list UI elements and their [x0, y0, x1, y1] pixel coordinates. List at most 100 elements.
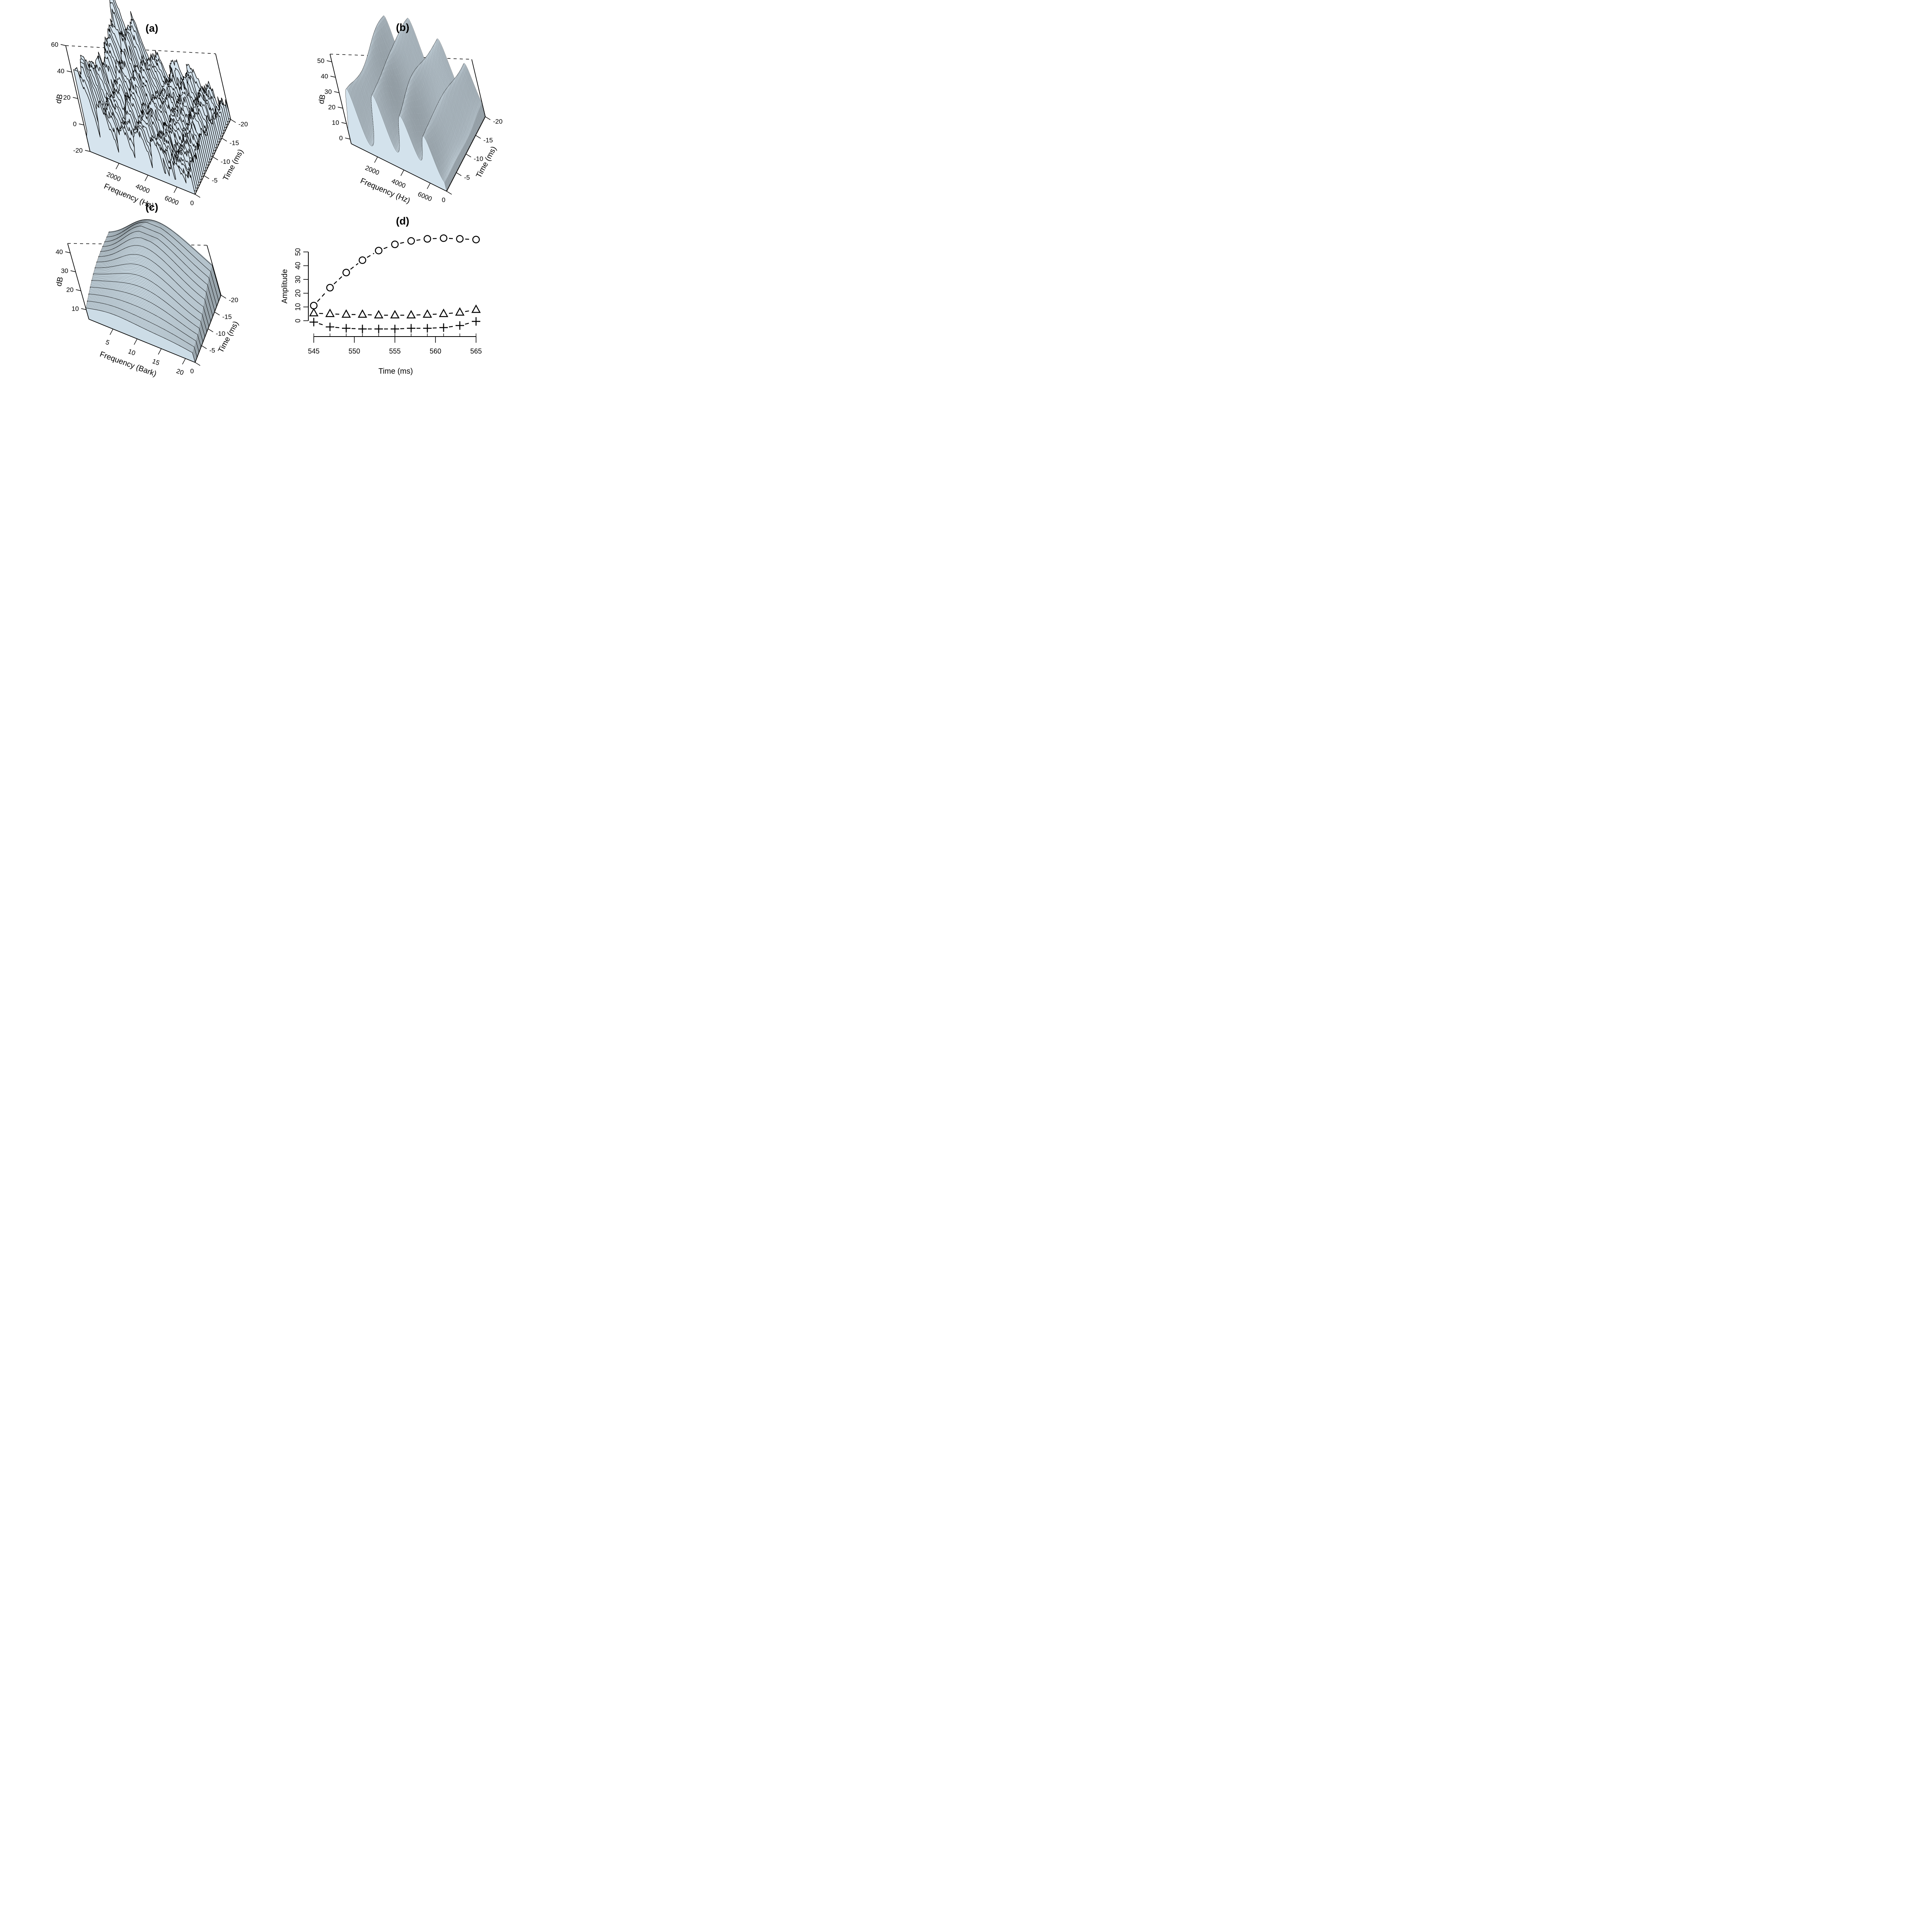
surface-c	[85, 219, 221, 363]
y-tick-label: 10	[294, 303, 302, 311]
z-tick	[85, 150, 90, 152]
z-tick	[76, 289, 81, 291]
box-right-vertical-edge	[215, 53, 231, 120]
x-tick-label: 4000	[134, 182, 151, 195]
panel-a-title: (a)	[145, 22, 158, 34]
data-point-circle	[359, 256, 366, 264]
y-tick-label: -5	[464, 174, 470, 181]
y-tick-label: -10	[221, 158, 230, 165]
y-tick	[485, 116, 491, 120]
data-point-triangle	[422, 309, 432, 318]
panel-b-title: (b)	[396, 22, 410, 33]
z-tick-label: 40	[56, 248, 63, 256]
y-tick-label: 20	[294, 289, 302, 297]
x-tick	[400, 170, 404, 176]
x-tick-label: 555	[389, 347, 401, 355]
panel-a: 60 40 20 0 -20 dB 2000 4000 6000 Frequency (Hz) -2…	[0, 0, 274, 211]
z-tick-label: -20	[73, 147, 83, 154]
x-tick-label: 4000	[390, 177, 406, 190]
series-segment	[383, 246, 390, 249]
series-segment	[449, 326, 455, 328]
panel-d-title: (d)	[396, 215, 410, 227]
surface-slice	[345, 88, 447, 192]
z-axis-label: dB	[54, 276, 65, 287]
z-tick	[70, 270, 76, 272]
x-tick	[158, 349, 162, 355]
y-tick-label: 0	[190, 367, 194, 375]
panel-c: 40 30 20 10 dB 5 10 15 20 Frequency (Bark) -20 -15-…	[0, 200, 274, 400]
series-segment	[333, 276, 343, 284]
z-tick	[66, 70, 72, 73]
x-tick	[374, 156, 378, 163]
series-segment	[432, 238, 439, 239]
z-tick	[60, 44, 66, 46]
series-segment	[335, 327, 341, 328]
y-tick	[466, 153, 471, 158]
z-tick-label: 30	[325, 88, 332, 95]
data-point-triangle	[341, 309, 351, 318]
z-tick	[65, 251, 71, 253]
z-tick-label: 30	[61, 267, 68, 275]
y-tick-label: -5	[212, 177, 218, 184]
y-tick	[208, 328, 213, 332]
z-tick-label: 0	[339, 134, 343, 142]
data-point-circle	[326, 284, 334, 292]
z-tick-label: 20	[328, 104, 335, 111]
data-point-circle	[472, 236, 480, 243]
y-tick-label: -15	[230, 139, 239, 147]
series-segment	[367, 253, 374, 258]
x-tick	[427, 183, 431, 189]
y-tick	[456, 172, 462, 176]
data-point-triangle	[390, 310, 400, 319]
data-point-triangle	[309, 308, 319, 316]
x-tick-label: 15	[151, 357, 160, 367]
box-front-left-edge	[351, 143, 447, 192]
z-tick-label: 20	[63, 94, 71, 101]
y-tick	[201, 345, 207, 349]
box-right-vertical-edge	[206, 245, 221, 296]
y-tick-label: 40	[294, 262, 302, 270]
y-tick-label: -10	[216, 330, 226, 337]
data-point-circle	[407, 237, 415, 245]
z-tick	[327, 60, 332, 62]
series-segment	[317, 291, 327, 302]
y-tick	[214, 311, 220, 316]
series-segment	[432, 313, 439, 315]
y-tick	[195, 194, 201, 198]
x-tick	[109, 329, 114, 335]
x-tick	[182, 358, 186, 365]
x-tick-label: 2000	[105, 170, 122, 183]
panel-d-canvas: 0 10 20 30 40 50 Amplitude 545 550 555 560 565 Time …	[281, 234, 482, 376]
z-tick	[341, 122, 347, 124]
z-tick-label: 40	[321, 73, 328, 80]
z-tick-label: 10	[332, 119, 339, 126]
four-panel-spectral-figure: 60 40 20 0 -20 dB 2000 4000 6000 Frequency (Hz) -2…	[0, 0, 548, 401]
y-tick-label: 0	[190, 199, 194, 207]
z-axis-line	[330, 54, 352, 144]
z-tick	[330, 76, 336, 78]
box-front-left-edge	[90, 151, 196, 195]
y-tick-label: -20	[229, 296, 238, 304]
circle-series	[310, 234, 480, 310]
z-tick-label: 40	[57, 68, 65, 75]
y-tick-label: -10	[474, 155, 483, 163]
x-axis-label: Time (ms)	[378, 367, 413, 376]
y-tick-label: -15	[222, 313, 232, 321]
y-tick	[230, 119, 236, 123]
y-tick	[221, 138, 227, 142]
x-tick-label: 565	[470, 347, 482, 355]
x-tick-label: 10	[127, 348, 136, 357]
z-tick-label: 10	[71, 305, 79, 313]
x-tick-label: 2000	[364, 164, 380, 177]
y-tick	[204, 175, 209, 179]
y-tick-label: -5	[209, 347, 215, 354]
series-segment	[351, 328, 357, 329]
data-point-triangle	[357, 309, 367, 318]
series-segment	[350, 263, 359, 270]
y-tick-label: 50	[294, 248, 302, 256]
x-tick	[173, 187, 177, 193]
data-point-circle	[423, 235, 431, 243]
